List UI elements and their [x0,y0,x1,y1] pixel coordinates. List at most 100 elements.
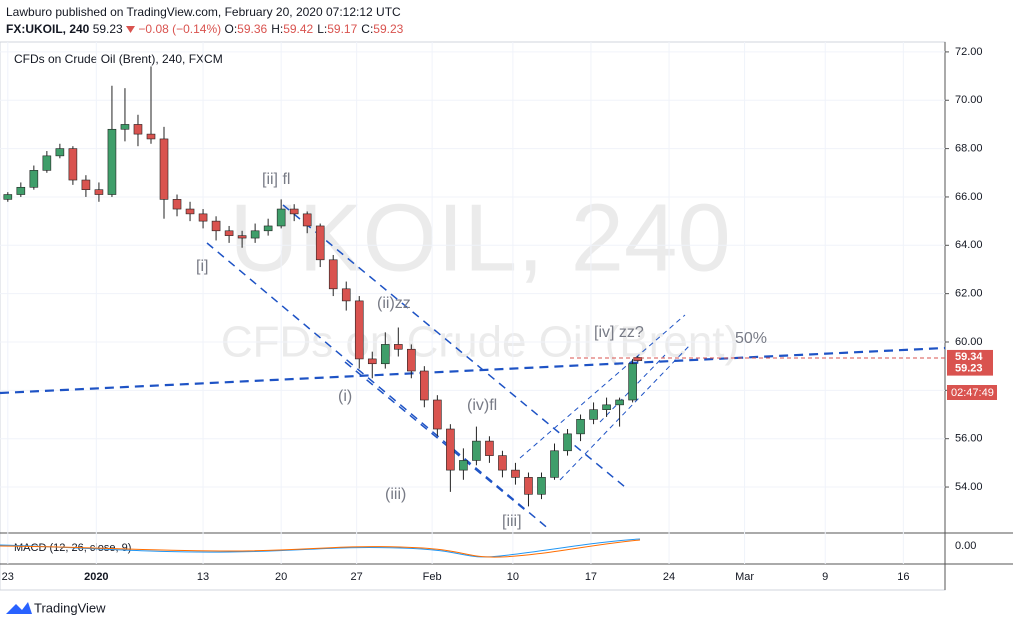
indicator-line [0,538,641,558]
x-tick-label: Feb [423,571,442,583]
candle-body [120,124,130,130]
candle-body [394,344,403,350]
x-tick-label: 20 [275,571,287,583]
candle-body [29,170,39,188]
trend-line [519,314,686,459]
candle-body [407,348,416,372]
ohlc-label: C: [361,22,374,36]
candle-body [633,357,643,361]
candle-body [94,189,104,195]
x-tick-label: 2020 [84,571,108,583]
candle-body [602,404,611,410]
y-tick-label: 64.00 [955,239,983,251]
publisher: Lawburo published on TradingView.com, Fe… [6,5,401,19]
candle-body [459,460,468,471]
candle-body [3,194,13,200]
y-tick-label: 60.00 [955,336,983,348]
price-label: 59.34 [955,351,983,363]
ohlc-value: 59.17 [327,22,358,36]
ohlc: O:59.36 H:59.42 L:59.17 C:59.23 [225,22,408,36]
candle-body [537,477,546,495]
x-tick-label: 10 [507,571,519,583]
x-tick-label: 17 [585,571,597,583]
candle-body [185,208,195,215]
candle-body [498,455,507,471]
y-tick-label: 68.00 [955,143,983,155]
x-tick-label: 16 [897,571,909,583]
candle-body [380,344,390,365]
candle-body [550,450,559,478]
indicator-tick-label: 0.00 [955,540,976,552]
candle-body [237,235,247,239]
ohlc-label: H: [271,22,284,36]
x-tick-label: 23 [2,571,14,583]
candle-body [511,469,520,478]
ohlc-value: 59.36 [237,22,268,36]
x-tick-label: 24 [663,571,675,583]
symbol: FX:UKOIL, 240 [6,22,90,36]
tv-logo [6,602,32,614]
candle-body [563,433,572,452]
wave-label: [iii] [502,513,522,530]
chart-title: CFDs on Crude Oil (Brent), 240, FXCM [14,52,223,66]
candle-body [589,409,598,420]
wave-label: [i] [196,258,208,275]
wave-label: (i) [338,388,352,405]
wave-label: (ii)zz [377,295,411,312]
candle-body [576,419,585,435]
candle-body [420,370,429,401]
trend-line [344,361,526,511]
y-tick-label: 62.00 [955,288,983,300]
candle-body [211,220,221,232]
x-tick-label: Mar [735,571,754,583]
y-tick-label: 72.00 [955,46,983,58]
candle-body [224,230,234,236]
candle-body [302,213,312,227]
ohlc-label: O: [224,22,238,36]
candle-body [354,300,364,360]
countdown: 02:47:49 [951,387,994,399]
candle-body [524,477,533,495]
price-label-box [947,361,993,376]
y-tick-label: 66.00 [955,191,983,203]
candle-body [485,440,494,456]
candle-body [628,363,637,401]
candle-body [446,428,455,471]
symbol-bar: FX:UKOIL, 240 59.23 −0.08 (−0.14%) O:59.… [6,22,407,36]
x-tick-label: 13 [197,571,209,583]
down-arrow [126,26,136,33]
candle-body [16,186,26,195]
candle-body [263,225,273,232]
wave-label: (iii) [385,486,406,503]
candle-body [328,259,338,290]
candle-body [42,155,52,171]
candle-body [250,230,260,239]
candle-body [133,124,143,135]
ohlc-label: L: [317,22,328,36]
y-tick-label: 70.00 [955,94,983,106]
candle-body [276,208,286,227]
trend-line [206,242,551,531]
countdown-box [947,385,997,400]
last-price: 59.23 [92,22,123,36]
watermark: UKOIL, 240 [229,184,731,291]
wave-label: 50% [735,330,767,347]
ohlc-value: 59.23 [373,22,404,36]
ohlc-value: 59.42 [283,22,314,36]
candle-body [172,199,182,210]
y-tick-label: 54.00 [955,481,983,493]
candle-body [146,133,156,140]
x-tick-label: 27 [351,571,363,583]
candle-body [159,138,169,200]
change: −0.08 (−0.14%) [138,22,222,36]
wave-label: [ii] fl [262,171,290,188]
candle-body [615,399,624,406]
indicator-line [0,539,641,558]
candle-body [433,399,442,430]
y-tick-label: 56.00 [955,433,983,445]
candle-body [367,358,377,365]
candle-body [315,225,325,261]
candle-body [81,179,91,191]
candle-body [341,288,351,302]
